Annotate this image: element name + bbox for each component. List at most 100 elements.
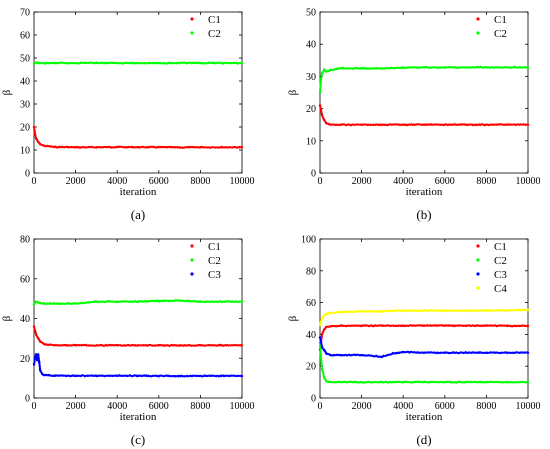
- data-point: [34, 137, 38, 140]
- data-point: [443, 123, 446, 126]
- series-C2: [318, 341, 530, 384]
- data-point: [95, 146, 98, 149]
- x-tick-label: 8000: [190, 176, 210, 187]
- series-C3: [318, 336, 530, 359]
- data-point: [402, 123, 405, 126]
- legend-label: C4: [494, 283, 507, 295]
- data-point: [506, 324, 509, 328]
- data-point: [43, 343, 46, 346]
- data-point: [199, 61, 202, 65]
- data-point: [402, 309, 405, 312]
- x-tick-label: 4000: [107, 401, 127, 412]
- data-point: [240, 61, 244, 65]
- x-tick-label: 2000: [352, 176, 372, 187]
- data-point: [422, 123, 426, 126]
- data-point: [320, 333, 324, 336]
- data-point: [320, 368, 324, 371]
- data-point: [220, 374, 223, 378]
- data-point: [178, 299, 181, 302]
- data-point: [53, 344, 56, 347]
- data-point: [402, 66, 405, 69]
- data-point: [35, 359, 39, 362]
- data-point: [506, 309, 509, 312]
- x-tick-label: 6000: [435, 401, 455, 412]
- legend-label: C2: [208, 28, 221, 40]
- data-point: [339, 353, 342, 357]
- data-point: [464, 380, 467, 384]
- data-point: [37, 353, 40, 356]
- data-point: [526, 324, 530, 328]
- x-tick-label: 6000: [149, 176, 169, 187]
- panel-caption: (b): [416, 207, 431, 222]
- chart-panel-3: 0 2000 4000 6000 8000 10000 0 20 40 60 80 100 iterat…: [287, 235, 541, 448]
- data-point: [485, 123, 488, 126]
- data-point: [74, 344, 77, 347]
- data-point: [38, 361, 41, 364]
- series-line-C1: [32, 325, 244, 348]
- data-point: [422, 324, 426, 327]
- data-point: [319, 109, 323, 112]
- data-point: [53, 302, 56, 305]
- legend: C1 C2 C3 C4: [476, 241, 507, 295]
- data-point: [464, 309, 467, 312]
- data-point: [402, 350, 405, 354]
- data-point: [74, 374, 77, 377]
- data-point: [485, 309, 488, 312]
- data-point: [422, 351, 426, 354]
- data-point: [37, 61, 40, 65]
- series-C1: [318, 323, 530, 352]
- y-tick-label: 40: [20, 314, 30, 325]
- x-tick-label: 10000: [516, 401, 541, 412]
- x-tick-label: 8000: [476, 176, 496, 187]
- legend-label: C3: [494, 269, 507, 281]
- data-point: [323, 349, 326, 352]
- data-point: [33, 357, 37, 360]
- y-tick-label: 0: [25, 394, 30, 405]
- data-point: [506, 66, 509, 69]
- x-tick-label: 4000: [393, 176, 413, 187]
- data-point: [43, 62, 46, 65]
- data-point: [360, 310, 363, 313]
- data-point: [323, 118, 326, 122]
- data-point: [95, 61, 98, 64]
- data-point: [319, 357, 323, 360]
- series-C2: [32, 61, 244, 65]
- data-point: [37, 337, 40, 340]
- data-point: [526, 351, 530, 354]
- data-point: [318, 104, 322, 107]
- data-point: [464, 66, 467, 69]
- data-point: [74, 146, 77, 149]
- data-point: [53, 145, 56, 149]
- data-point: [329, 353, 332, 357]
- legend-label: C1: [208, 14, 221, 26]
- x-tick-label: 0: [318, 401, 323, 412]
- y-tick-label: 50: [306, 8, 316, 19]
- x-tick-label: 6000: [435, 176, 455, 187]
- y-tick-label: 40: [20, 77, 30, 88]
- data-point: [136, 300, 140, 303]
- y-tick-label: 50: [20, 54, 30, 65]
- data-point: [443, 380, 446, 384]
- data-point: [443, 324, 446, 327]
- y-tick-label: 60: [306, 298, 316, 309]
- series-C1: [32, 325, 244, 348]
- data-point: [240, 300, 244, 303]
- data-point: [178, 374, 181, 378]
- data-point: [220, 146, 223, 149]
- data-point: [323, 314, 326, 317]
- legend-marker: [190, 17, 194, 21]
- data-point: [360, 380, 363, 384]
- data-point: [339, 67, 342, 70]
- data-point: [329, 311, 332, 315]
- x-tick-label: 2000: [66, 176, 86, 187]
- chart-panel-0: 0 2000 4000 6000 8000 10000 0 10 20 30 40 50 60 70 ite…: [1, 8, 255, 223]
- data-point: [485, 324, 488, 327]
- data-point: [32, 363, 36, 366]
- data-point: [32, 125, 36, 129]
- series-C1: [32, 125, 244, 150]
- data-point: [381, 355, 384, 358]
- data-point: [464, 324, 467, 327]
- data-point: [320, 345, 324, 349]
